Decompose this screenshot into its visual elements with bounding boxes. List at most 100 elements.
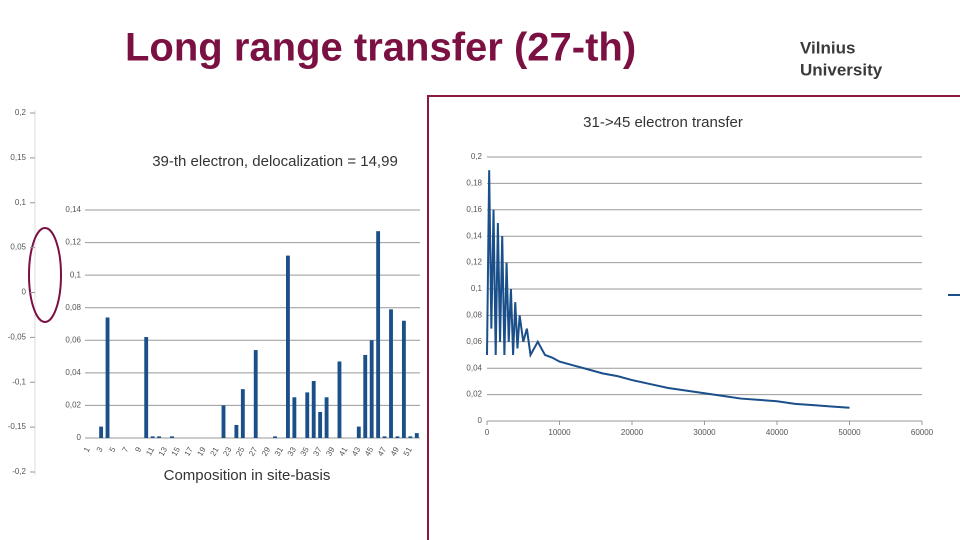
x-tick-label: 33 [286,445,299,458]
y-tick-label: -0,1 [12,377,26,386]
slide-title: Long range transfer (27-th) [125,26,636,70]
bar [382,436,387,438]
bar [389,309,393,438]
bar [273,436,277,438]
y-tick-label: 0,02 [65,401,81,410]
bar [414,433,419,438]
y-tick-label: 0,15 [10,153,26,162]
x-tick-label: 7 [120,445,130,454]
x-tick-label: 20000 [621,428,644,437]
y-tick-label: 0,06 [65,335,81,344]
highlight-circle [28,227,62,323]
y-tick-label: -0,05 [8,332,27,341]
y-tick-label: 0,14 [466,231,482,240]
y-tick-label: 0 [22,288,27,297]
x-tick-label: 35 [299,445,312,458]
x-tick-label: 21 [208,445,221,458]
bar [318,411,323,438]
x-tick-label: 27 [247,445,260,458]
x-tick-label: 3 [95,445,105,454]
y-tick-label: 0,12 [466,258,482,267]
panel-border [427,95,960,540]
bar [99,426,104,438]
y-tick-label: 0 [77,433,82,442]
x-tick-label: 40000 [766,428,789,437]
y-tick-label: 0,12 [65,238,81,247]
y-tick-label: -0,15 [8,422,27,431]
x-tick-label: 25 [234,445,247,458]
x-axis-label: Composition in site-basis [164,467,331,484]
x-tick-label: 47 [376,445,389,458]
x-tick-label: 0 [485,428,490,437]
x-tick-label: 43 [350,445,363,458]
y-tick-label: 0,18 [466,179,482,188]
x-tick-label: 19 [195,445,208,458]
bar [234,424,239,438]
bar [311,381,316,438]
x-tick-label: 17 [183,445,196,458]
x-tick-label: 10000 [548,428,571,437]
y-tick-label: 0,16 [466,205,482,214]
x-tick-label: 45 [363,445,376,458]
bar [401,320,406,438]
x-tick-label: 60000 [911,428,934,437]
bar [395,436,400,438]
y-tick-label: 0,04 [65,368,81,377]
chart-title: 31->45 electron transfer [583,114,743,131]
y-tick-label: 0,2 [15,108,27,117]
x-tick-label: 31 [273,445,286,458]
x-tick-label: 29 [260,445,273,458]
x-tick-label: 49 [389,445,402,458]
bar [337,361,342,438]
x-tick-label: 37 [311,445,324,458]
bar [408,436,413,438]
bar [240,389,245,438]
bar [363,354,368,438]
bar [157,436,162,438]
x-tick-label: 5 [108,445,118,454]
y-tick-label: 0,05 [10,243,26,252]
y-tick-label: 0,02 [466,390,482,399]
bar [105,317,110,438]
bar [305,392,310,438]
x-tick-label: 50000 [838,428,861,437]
y-tick-label: 0,2 [471,152,483,161]
x-tick-label: 39 [324,445,337,458]
x-tick-label: 1 [82,445,92,454]
bar [170,436,174,438]
y-tick-label: 0,04 [466,363,482,372]
x-tick-label: 30000 [693,428,716,437]
bar [292,397,297,438]
logo-line: University [800,60,883,79]
x-tick-label: 41 [337,445,350,458]
x-tick-label: 51 [402,445,415,458]
bar [253,350,258,438]
y-tick-label: 0 [478,416,483,425]
y-tick-label: 0,08 [65,303,81,312]
bar [221,405,226,438]
y-tick-label: -0,2 [12,467,26,476]
y-tick-label: 0,14 [65,205,81,214]
y-tick-label: 0,06 [466,337,482,346]
y-tick-label: 0,1 [15,198,27,207]
x-tick-label: 13 [157,445,170,458]
bar [369,340,374,438]
y-tick-label: 0,1 [70,270,82,279]
x-tick-label: 15 [170,445,183,458]
y-tick-label: 0,08 [466,311,482,320]
chart-title: 39-th electron, delocalization = 14,99 [152,153,398,170]
bar [150,436,155,438]
bar [324,397,329,438]
bar [356,426,361,438]
line-series [486,170,850,409]
bar [376,231,381,438]
bar [286,255,290,438]
x-tick-label: 11 [144,445,156,457]
x-tick-label: 23 [221,445,234,458]
y-tick-label: 0,1 [471,284,483,293]
bar [144,337,149,438]
logo-line: Vilnius [800,38,855,57]
x-tick-label: 9 [133,445,143,454]
edge-mark [948,294,960,296]
